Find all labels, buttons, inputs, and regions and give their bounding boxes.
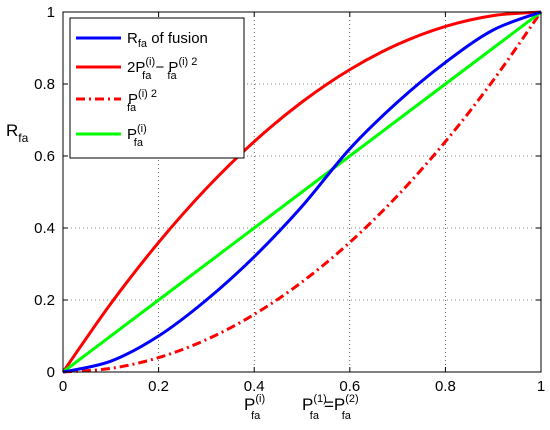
x-tick-label: 0.4 bbox=[244, 378, 265, 395]
y-tick-label: 0.2 bbox=[34, 292, 55, 309]
series-p-line bbox=[62, 10, 542, 374]
x-axis-label-equation: P(1) fa=P(2) fa bbox=[302, 393, 359, 422]
y-tick-label: 0 bbox=[47, 364, 55, 381]
series-2p-minus-p2-line bbox=[61, 10, 542, 373]
x-tick-label: 0.6 bbox=[339, 378, 360, 395]
x-tick-label: 0 bbox=[59, 378, 67, 395]
y-tick-label: 0.6 bbox=[34, 148, 55, 165]
legend-label-fusion: Rfa of fusion bbox=[127, 30, 208, 50]
legend-label-p: P(i) fa bbox=[127, 123, 147, 149]
y-axis-label: Rfa bbox=[6, 121, 29, 145]
y-tick-label: 0.4 bbox=[34, 220, 55, 237]
series-layer bbox=[61, 10, 543, 374]
x-tick-label: 1 bbox=[537, 378, 545, 395]
legend-label-p-squared: P(i) 2 fa bbox=[127, 88, 157, 114]
x-axis-label: P(i) fa bbox=[244, 393, 265, 422]
tick-labels: 0 0.2 0.4 0.6 0.8 1 0 0.2 0.4 0.6 0.8 1 bbox=[34, 4, 545, 395]
series-fusion-line bbox=[62, 10, 542, 374]
plot-frame bbox=[62, 11, 542, 373]
series-p-squared-line bbox=[62, 11, 543, 374]
x-tick-label: 0.8 bbox=[435, 378, 456, 395]
y-tick-label: 1 bbox=[47, 4, 55, 21]
ticks bbox=[62, 11, 542, 373]
y-tick-label: 0.8 bbox=[34, 76, 55, 93]
legend-label-2p-minus-p2: 2P(i) fa − P(i) 2 fa bbox=[127, 56, 197, 82]
x-tick-label: 0.2 bbox=[148, 378, 169, 395]
